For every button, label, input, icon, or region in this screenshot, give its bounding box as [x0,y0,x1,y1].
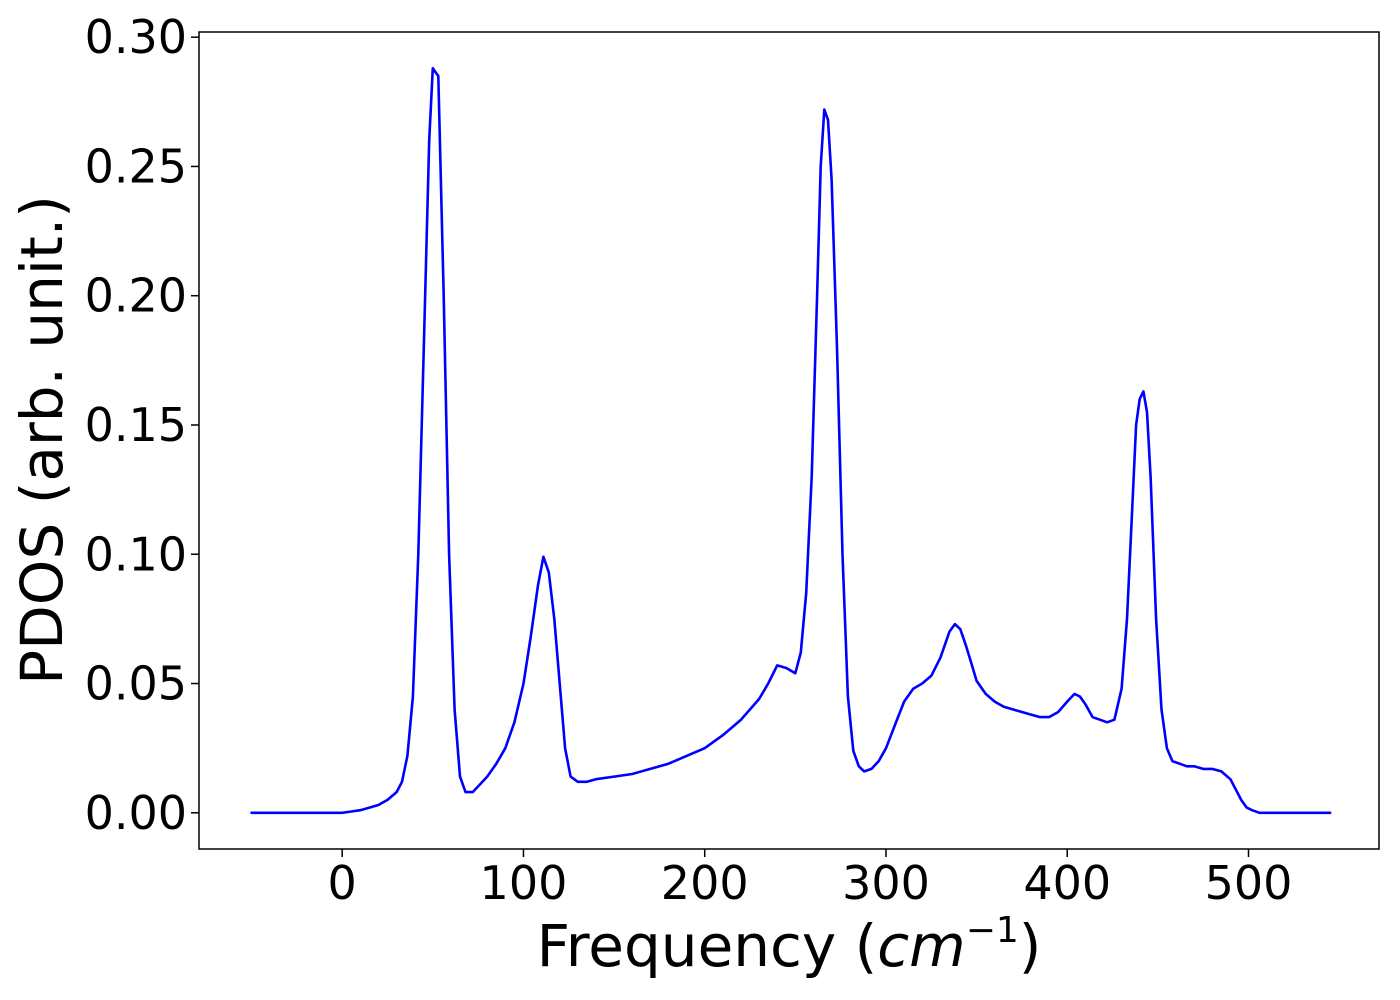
plot-frame [198,31,1380,850]
x-tick-label: 100 [480,856,568,910]
y-tick-label: 0.25 [85,139,187,193]
pdos-series-line [250,66,1332,815]
x-tick-label: 500 [1205,856,1293,910]
x-axis-label-unit: cm [877,912,965,980]
y-tick-label: 0.00 [85,786,187,840]
series-layer [250,66,1332,815]
x-axis-label-exponent: −1 [966,910,1019,951]
y-tick-label: 0.15 [85,398,187,452]
x-tick-label: 0 [328,856,357,910]
y-axis-ticks: 0.00 0.05 0.10 0.15 0.20 0.25 0.30 [85,10,199,840]
x-tick-label: 400 [1023,856,1111,910]
x-axis-label-prefix: Frequency ( [537,912,878,980]
y-tick-label: 0.20 [85,269,187,323]
y-tick-label: 0.10 [85,527,187,581]
y-tick-label: 0.05 [85,657,187,711]
x-tick-label: 200 [661,856,749,910]
y-tick-label: 0.30 [85,10,187,64]
x-axis-label-suffix: ) [1019,912,1042,980]
x-axis-label: Frequency (cm−1) [537,910,1042,980]
x-axis-ticks: 0 100 200 300 400 500 [328,849,1293,910]
x-tick-label: 300 [842,856,930,910]
y-axis-label: PDOS (arb. unit.) [8,195,76,685]
